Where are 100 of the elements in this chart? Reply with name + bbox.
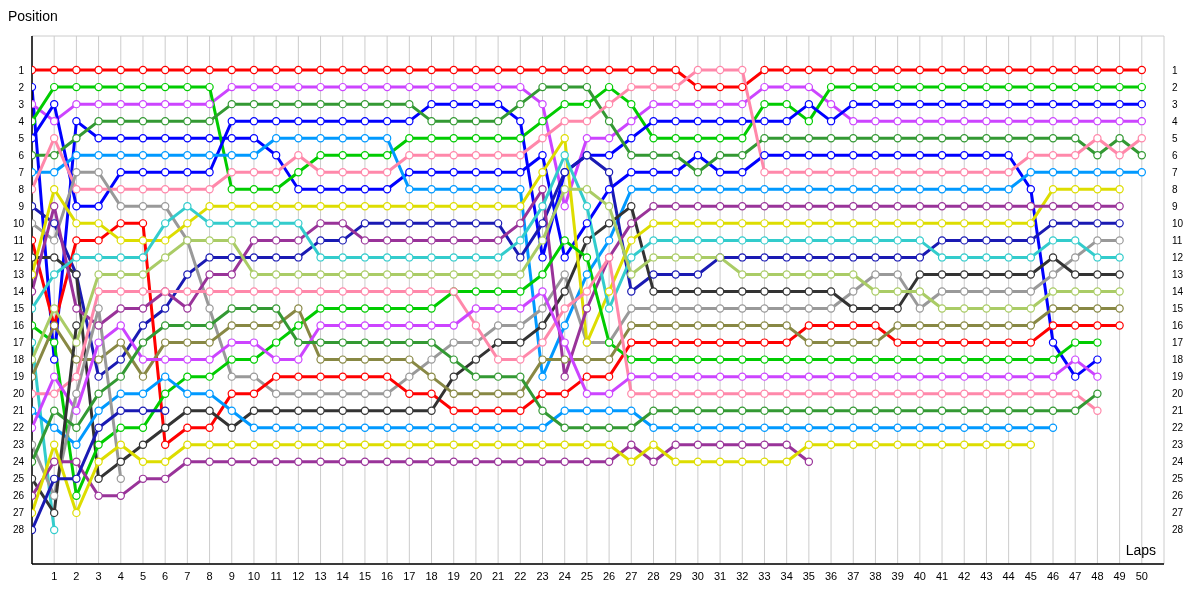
x-tick-label: 10: [247, 569, 261, 582]
x-tick-label: 31: [713, 569, 727, 582]
y2-tick-label: 27: [1172, 507, 1184, 519]
x-tick-label: 22: [514, 569, 527, 582]
x-tick-label: 11: [270, 569, 282, 582]
x-tick-label: 18: [425, 569, 438, 582]
y2-tick-label: 14: [1172, 286, 1184, 298]
y-tick-label: 17: [12, 337, 25, 349]
x-tick-label: 9: [228, 569, 235, 582]
y2-tick-label: 25: [1172, 473, 1184, 485]
x-tick-label: 36: [824, 569, 838, 582]
y2-tick-label: 1: [1172, 64, 1178, 76]
x-tick-label: 41: [935, 569, 949, 582]
y-tick-label: 2: [18, 81, 25, 93]
x-tick-label: 5: [139, 569, 147, 582]
y-tick-label: 3: [18, 98, 25, 110]
y-tick-label: 28: [12, 524, 25, 536]
y2-tick-label: 9: [1172, 200, 1178, 212]
y2-tick-label: 11: [1172, 234, 1183, 246]
x-tick-label: 17: [403, 569, 416, 582]
x-tick-label: 25: [580, 569, 594, 582]
y-tick-label: 14: [12, 286, 25, 298]
x-axis-title: Laps: [1125, 542, 1156, 558]
y2-tick-label: 19: [1172, 371, 1184, 383]
y-tick-label: 19: [12, 371, 25, 383]
x-tick-label: 28: [647, 569, 660, 582]
x-tick-label: 12: [292, 569, 305, 582]
x-tick-label: 15: [358, 569, 372, 582]
y-tick-label: 8: [18, 183, 25, 195]
y2-tick-label: 8: [1172, 183, 1178, 195]
y2-tick-label: 12: [1172, 251, 1184, 263]
x-tick-label: 26: [602, 569, 616, 582]
x-tick-label: 24: [558, 569, 571, 582]
x-tick-label: 21: [491, 569, 505, 582]
y-tick-label: 11: [13, 234, 25, 246]
x-tick-label: 19: [447, 569, 460, 582]
x-tick-label: 13: [314, 569, 327, 582]
y2-tick-label: 26: [1172, 490, 1184, 502]
y-tick-label: 1: [18, 64, 25, 76]
y-tick-label: 23: [12, 439, 25, 451]
y2-tick-label: 6: [1172, 149, 1178, 161]
y2-tick-label: 17: [1172, 337, 1184, 349]
x-tick-label: 38: [869, 569, 882, 582]
x-tick-label: 8: [206, 569, 213, 582]
x-tick-label: 16: [381, 569, 394, 582]
y-tick-label: 25: [12, 473, 25, 485]
y-tick-label: 20: [12, 388, 25, 400]
y-tick-label: 5: [18, 132, 25, 144]
x-tick-label: 32: [736, 569, 749, 582]
x-tick-label: 44: [1002, 569, 1015, 582]
x-tick-label: 14: [336, 569, 349, 582]
y-tick-label: 21: [12, 405, 25, 417]
y2-tick-label: 18: [1172, 354, 1184, 366]
y2-tick-label: 13: [1172, 269, 1184, 280]
x-tick-label: 23: [536, 569, 549, 582]
x-tick-label: 40: [913, 569, 926, 582]
y2-tick-label: 21: [1172, 405, 1184, 417]
x-tick-label: 34: [780, 569, 793, 582]
y2-tick-label: 4: [1172, 115, 1178, 127]
y-axis-title: Position: [8, 8, 58, 24]
y2-tick-label: 15: [1172, 303, 1184, 315]
x-tick-label: 42: [958, 569, 971, 582]
x-tick-label: 7: [184, 569, 191, 582]
x-tick-label: 3: [95, 569, 102, 582]
x-tick-label: 37: [847, 569, 860, 582]
y2-tick-label: 10: [1172, 217, 1184, 229]
x-tick-label: 1: [51, 569, 58, 582]
y-tick-label: 18: [12, 354, 25, 366]
x-tick-label: 47: [1069, 569, 1082, 582]
y-tick-label: 22: [12, 422, 25, 434]
x-tick-label: 30: [691, 569, 705, 582]
y2-tick-label: 23: [1172, 439, 1184, 451]
y-tick-label: 6: [18, 149, 25, 161]
x-tick-label: 4: [117, 569, 124, 582]
y-tick-label: 13: [12, 269, 25, 280]
x-tick-label: 29: [669, 569, 682, 582]
x-tick-label: 48: [1091, 569, 1104, 582]
y-tick-label: 12: [12, 251, 25, 263]
y2-tick-label: 20: [1172, 388, 1184, 400]
y-tick-label: 7: [18, 166, 25, 178]
y-tick-label: 16: [12, 320, 25, 332]
x-tick-label: 35: [802, 569, 815, 582]
x-tick-label: 49: [1113, 569, 1126, 582]
y-tick-label: 9: [18, 200, 25, 212]
x-tick-label: 50: [1135, 569, 1148, 582]
y-tick-label: 27: [12, 507, 25, 519]
x-tick-label: 20: [469, 569, 483, 582]
x-tick-label: 2: [73, 569, 80, 582]
x-tick-label: 6: [162, 569, 169, 582]
y-tick-label: 15: [12, 303, 25, 315]
y2-tick-label: 22: [1172, 422, 1184, 434]
y2-tick-label: 16: [1172, 320, 1184, 332]
x-tick-label: 43: [980, 569, 993, 582]
y-tick-label: 4: [18, 115, 25, 127]
x-tick-label: 33: [758, 569, 771, 582]
y-tick-label: 10: [12, 217, 25, 229]
y2-tick-label: 28: [1172, 524, 1184, 536]
y2-tick-label: 24: [1172, 456, 1184, 468]
y-tick-label: 26: [12, 490, 25, 502]
y2-tick-label: 2: [1172, 81, 1178, 93]
